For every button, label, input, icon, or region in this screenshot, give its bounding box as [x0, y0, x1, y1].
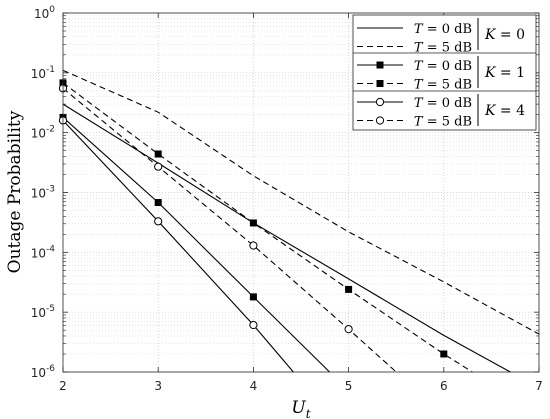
legend-label: T = 5 dB: [414, 41, 472, 56]
square-marker: [440, 350, 448, 358]
legend-group-variable: K: [484, 103, 497, 119]
square-marker: [249, 219, 257, 227]
legend-label-value: = 0 dB: [423, 59, 472, 74]
square-marker: [345, 285, 353, 293]
legend-group-value: = 0: [495, 27, 525, 43]
legend-entry: T = 0 dB: [357, 59, 472, 74]
y-tick-label-exponent: 0: [49, 5, 55, 15]
y-tick-label: 10-3: [31, 185, 55, 201]
legend-label-value: = 5 dB: [423, 41, 472, 56]
x-tick-labels: 2 3 4 5 6 7: [59, 379, 543, 393]
y-tick-label-base: 10: [34, 7, 49, 21]
y-tick-label-base: 10: [31, 67, 46, 81]
legend-label: T = 5 dB: [414, 115, 472, 130]
y-tick-label-exponent: -1: [46, 65, 55, 75]
y-tick-label-exponent: -3: [46, 185, 55, 195]
legend-entry: T = 5 dB: [357, 41, 472, 56]
legend-group-label: K = 0: [484, 27, 525, 43]
legend-label: T = 0 dB: [414, 59, 472, 74]
square-marker: [154, 199, 162, 207]
y-tick-label-base: 10: [31, 127, 46, 141]
square-marker: [376, 61, 384, 69]
legend-label: T = 0 dB: [414, 22, 472, 37]
legend-group-variable: K: [484, 65, 497, 81]
circle-marker: [249, 320, 258, 330]
series-line: [62, 120, 294, 373]
legend-entry: T = 5 dB: [357, 115, 472, 130]
series-layer: [58, 69, 540, 373]
y-tick-label: 10-6: [31, 364, 56, 380]
axis-ticks: [62, 12, 540, 373]
series-k0-t5: [62, 69, 540, 335]
x-axis-label: Ut: [291, 398, 310, 419]
legend-rows: T = 0 dBT = 5 dBT = 0 dBT = 5 dBT = 0 dB…: [357, 22, 472, 130]
x-axis-label-subscript: t: [306, 407, 311, 419]
y-tick-label-base: 10: [31, 366, 46, 380]
y-tick-label: 10-1: [31, 65, 55, 81]
circle-marker: [154, 162, 163, 171]
y-tick-label: 10-4: [31, 244, 56, 260]
legend-label: T = 0 dB: [414, 96, 472, 111]
y-axis-label: Outage Probability: [5, 110, 25, 273]
legend-box: [352, 14, 537, 131]
legend-label-variable: T: [414, 22, 424, 37]
y-tick-label: 100: [34, 5, 55, 21]
y-tick-label-exponent: -5: [46, 304, 55, 314]
series-line: [62, 87, 397, 373]
y-tick-label-exponent: -6: [46, 364, 55, 374]
legend-label-value: = 5 dB: [423, 78, 472, 93]
y-tick-label: 10-5: [31, 304, 55, 320]
legend-groups: K = 0K = 1K = 4: [477, 18, 525, 126]
legend-label-value: = 0 dB: [423, 96, 472, 111]
square-marker: [249, 293, 257, 301]
square-marker: [154, 150, 162, 158]
y-tick-label-exponent: -2: [46, 125, 55, 135]
legend-group-variable: K: [484, 27, 497, 43]
square-marker: [376, 80, 384, 87]
x-tick-label: 4: [250, 379, 258, 393]
circle-marker: [375, 116, 385, 125]
legend-label-variable: T: [414, 59, 424, 74]
legend-label: T = 5 dB: [414, 78, 472, 93]
circle-marker: [249, 241, 258, 250]
legend: T = 0 dBT = 5 dBT = 0 dBT = 5 dBT = 0 dB…: [352, 14, 537, 131]
legend-group-value: = 4: [495, 103, 525, 119]
circle-marker: [344, 325, 353, 334]
series-k4-t0: [58, 116, 294, 373]
legend-group-label: K = 4: [484, 103, 525, 119]
y-tick-label-base: 10: [31, 246, 46, 260]
x-tick-label: 2: [59, 379, 67, 393]
x-tick-label: 6: [440, 379, 448, 393]
legend-entry: T = 0 dB: [357, 96, 472, 111]
y-tick-label-base: 10: [31, 306, 46, 320]
legend-label-value: = 0 dB: [423, 22, 472, 37]
x-tick-label: 5: [345, 379, 353, 393]
y-tick-label-base: 10: [31, 187, 46, 201]
series-line: [62, 116, 330, 373]
circle-marker: [154, 217, 163, 226]
x-tick-label: 7: [535, 379, 543, 393]
legend-label-variable: T: [414, 96, 424, 111]
legend-group-value: = 1: [495, 65, 525, 81]
series-line: [62, 82, 473, 373]
legend-entry: T = 5 dB: [357, 78, 472, 93]
y-tick-label-exponent: -4: [46, 244, 55, 254]
series-line: [62, 69, 540, 335]
legend-entry: T = 0 dB: [357, 22, 472, 37]
legend-label-value: = 5 dB: [423, 115, 472, 130]
x-tick-label: 3: [154, 379, 162, 393]
y-tick-label: 10-2: [31, 125, 55, 141]
legend-label-variable: T: [414, 78, 424, 93]
circle-marker: [375, 97, 385, 107]
legend-label-variable: T: [414, 115, 424, 130]
legend-label-variable: T: [414, 41, 424, 56]
legend-group-label: K = 1: [484, 65, 525, 81]
